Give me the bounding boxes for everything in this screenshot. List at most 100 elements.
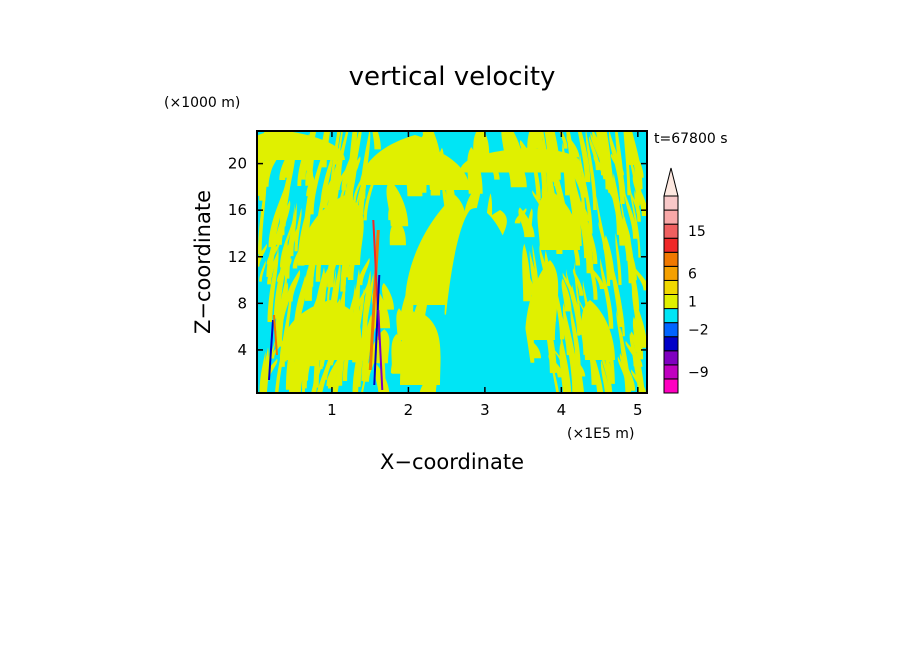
contour-band [258,175,267,255]
contour-band [527,208,533,230]
contour-band [585,131,597,211]
contour-band [365,315,373,347]
colorbar-label: −9 [688,365,709,381]
colorbar-level [663,279,679,295]
contour-band [467,146,483,194]
contour-band [283,155,294,178]
x-axis-title: X−coordinate [380,450,524,474]
contour-band [598,131,609,151]
contour-band [566,158,582,246]
colorbar-level [663,294,679,310]
contour-band [575,183,591,259]
time-label: t=67800 s [654,131,728,147]
contour-band [522,243,532,302]
contour-band [316,356,330,393]
colorbar-level [663,364,679,380]
colorbar-level [663,322,679,338]
colorbar-label: 1 [688,295,697,311]
contour-band [276,257,292,282]
contour-band [292,244,303,269]
contour-band [537,190,580,250]
contour-band [417,348,435,372]
contour-band [487,153,500,180]
contour-band [525,260,559,340]
contour-band [442,180,452,230]
contour-band [609,173,626,246]
contour-band [257,131,345,160]
contour-band [398,285,414,341]
contour-band [275,280,286,347]
contour-band [632,146,644,178]
contour-band [279,173,291,236]
velocity-field [257,131,647,393]
contour-band [388,203,403,221]
contour-band [577,131,591,183]
contour-band [611,260,624,328]
contour-band [571,165,588,198]
contour-band [381,283,395,310]
contour-band [267,247,279,322]
contour-band [634,190,641,222]
contour-band [550,353,560,393]
colorbar: 15 6 1 −2 −9 [663,167,709,394]
y-unit-label: (×1000 m) [164,95,240,111]
contour-band [319,265,330,309]
contour-band [635,268,647,291]
central-plume [440,208,535,393]
colorbar-level [663,265,679,281]
plot-frame [256,130,648,394]
contour-band [266,242,280,265]
contour-band [259,351,266,391]
x-tick-label: 2 [404,401,414,419]
contour-band [562,302,579,393]
contour-band [625,340,643,367]
contour-band [519,140,532,162]
colorbar-level [663,308,679,324]
contour-band [268,186,286,248]
contour-band [336,162,351,190]
contour-band [581,300,615,360]
contour-band [351,131,358,168]
contour-band [623,131,631,196]
contour-band [518,207,535,238]
contour-band [419,373,437,393]
contour-band [594,359,604,393]
x-tick-label: 5 [633,401,643,419]
x-axis: 1 2 3 4 5 [327,131,643,419]
plot-area [256,130,648,394]
y-axis-title: Z−coordinate [191,190,215,334]
contour-band [628,178,641,258]
contour-band [311,352,324,393]
contour-band [259,260,266,282]
intense-feature [368,230,380,370]
x-tick-label: 4 [557,401,567,419]
y-tick-label: 4 [237,341,247,359]
contour-band [286,269,301,302]
contour-band [473,131,490,159]
colorbar-level [663,195,679,211]
contour-band [361,344,369,382]
contour-band [354,315,368,387]
colorbar-label: 6 [688,266,697,282]
contour-band [289,206,297,257]
contour-band [630,331,641,353]
colorbar-level [663,237,679,253]
colorbar-level [663,223,679,239]
contour-band [600,258,614,329]
contour-band [572,268,584,296]
x-tick-label: 3 [480,401,490,419]
contour-band [271,338,285,359]
contour-band [561,278,572,312]
contour-band [390,347,402,374]
contour-band [636,304,647,348]
intense-feature [373,275,381,385]
colorbar-level [663,251,679,267]
contour-band [560,335,572,393]
contour-band [306,176,315,197]
x-tick-label: 1 [327,401,337,419]
contour-band [624,131,636,166]
y-axis: 4 8 12 16 20 [228,155,647,359]
chart-title: vertical velocity [349,62,556,92]
contour-band [362,270,371,326]
colorbar-label: 15 [688,224,706,240]
